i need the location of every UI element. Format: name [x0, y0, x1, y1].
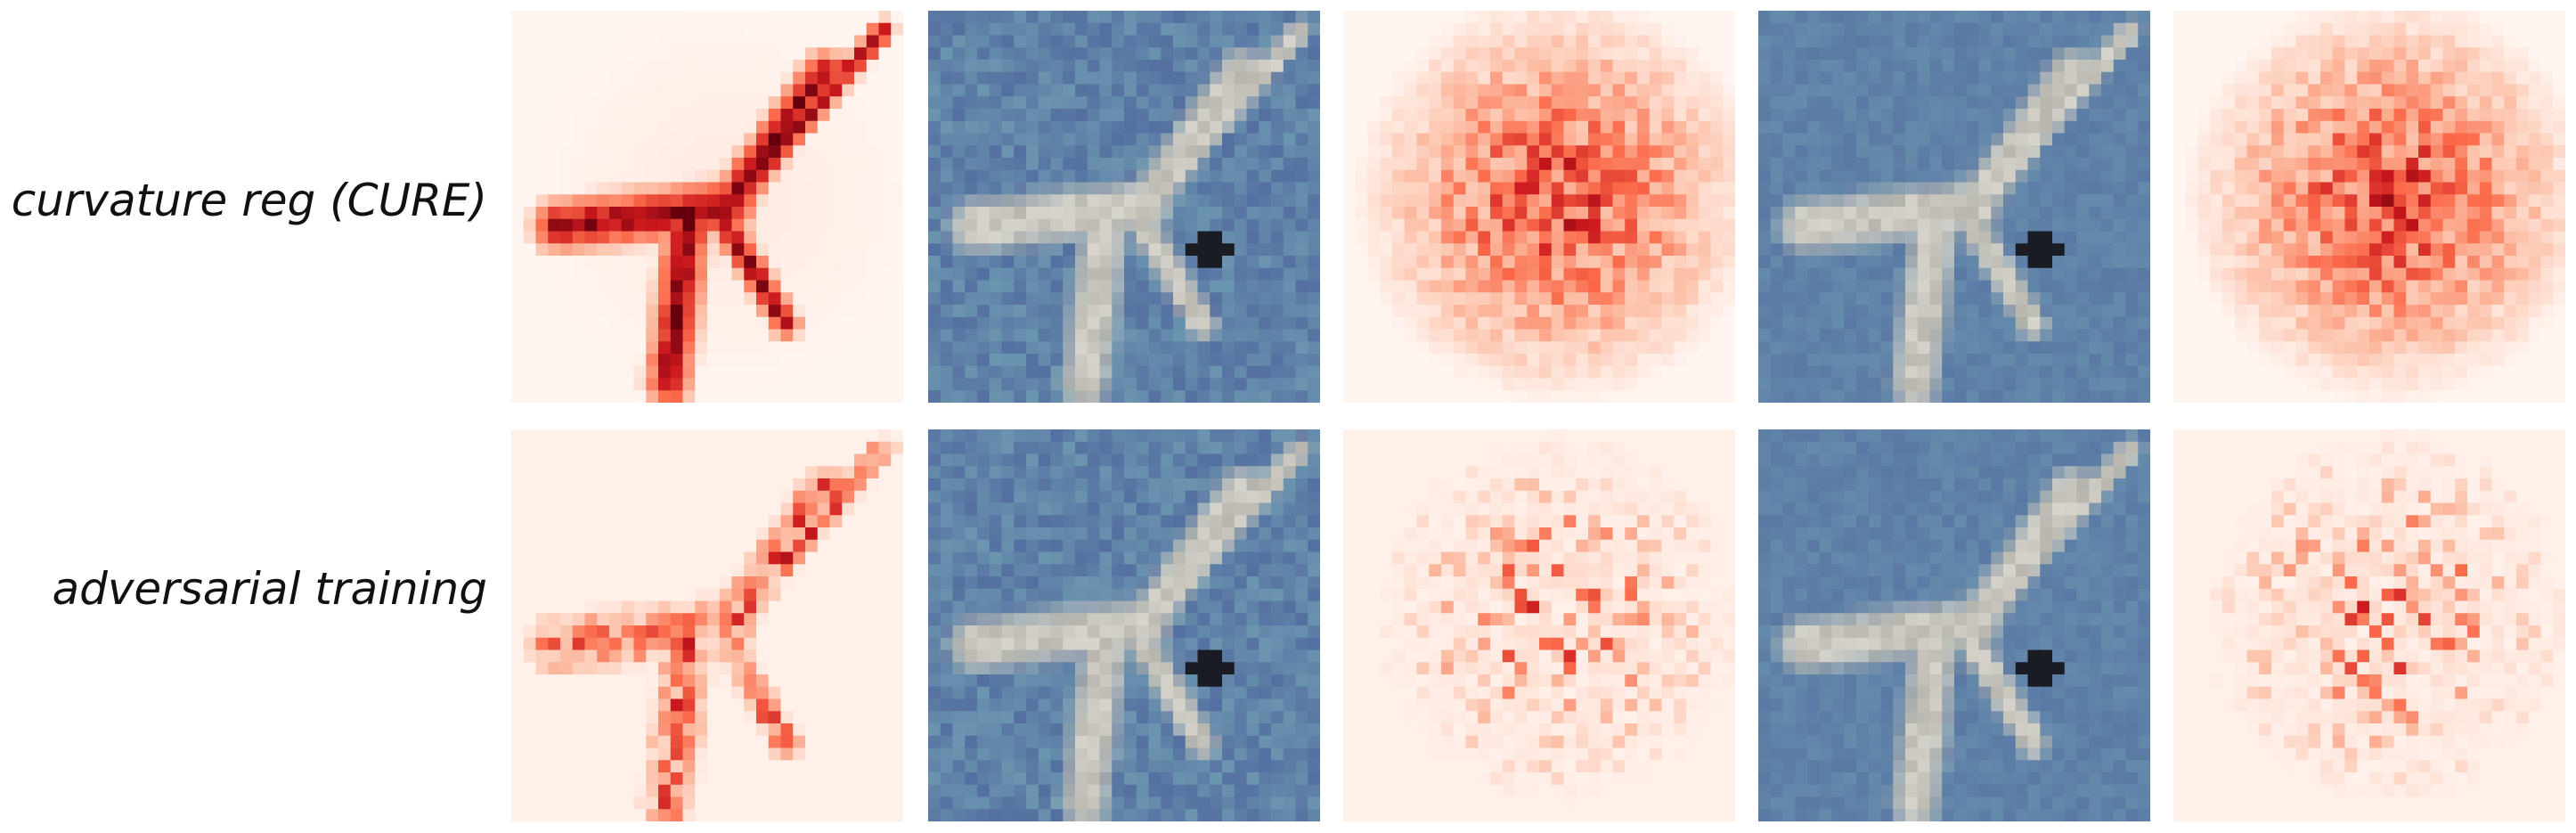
- cure-saliency-map-1: [511, 11, 903, 403]
- adv-perturbed-image-1: [928, 429, 1320, 821]
- adv-saliency-map-1: [511, 429, 903, 821]
- cure-saliency-map-3: [2173, 11, 2565, 403]
- adv-perturbed-image-2: [1758, 429, 2150, 821]
- cure-saliency-map-2: [1343, 11, 1735, 403]
- row-label-cure: curvature reg (CURE): [11, 175, 487, 226]
- adv-saliency-map-3: [2173, 429, 2565, 821]
- cure-perturbed-image-1: [928, 11, 1320, 403]
- adv-saliency-map-2: [1343, 429, 1735, 821]
- cure-perturbed-image-2: [1758, 11, 2150, 403]
- row-label-adversarial: adversarial training: [52, 563, 487, 615]
